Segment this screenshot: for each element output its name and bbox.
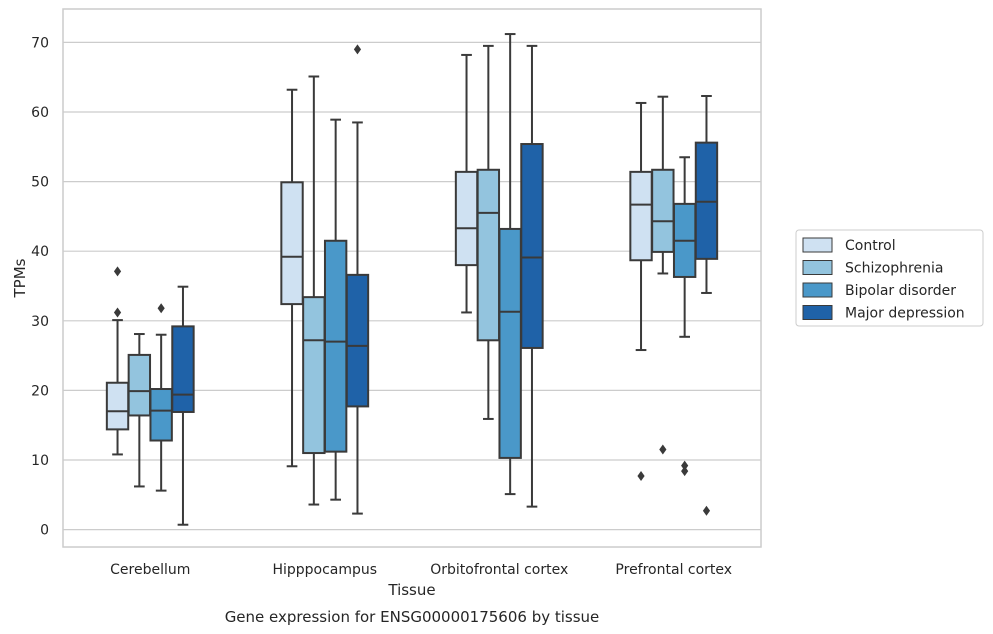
- box-iqr: [302, 296, 326, 455]
- box-2-0: [149, 303, 173, 492]
- box-iqr: [171, 325, 195, 413]
- outlier-point: [659, 444, 667, 455]
- box-2-2: [498, 33, 522, 496]
- box-3-0: [171, 285, 195, 526]
- box-3-2: [520, 44, 544, 508]
- y-tick-label: 70: [31, 35, 49, 51]
- legend-label: Bipolar disorder: [845, 283, 956, 299]
- box-1-2: [476, 44, 501, 420]
- box-0-1: [280, 88, 304, 468]
- box-0-2: [454, 53, 479, 314]
- outlier-point: [681, 460, 689, 471]
- box-0-0: [105, 266, 130, 456]
- box-3-3: [694, 94, 719, 516]
- chart-caption: Gene expression for ENSG00000175606 by t…: [225, 608, 600, 626]
- box-iqr: [280, 181, 304, 306]
- outlier-point: [353, 44, 362, 55]
- box-iqr: [694, 141, 719, 260]
- box-iqr: [323, 239, 348, 453]
- box-iqr: [149, 388, 173, 442]
- legend-label: Major depression: [845, 306, 965, 322]
- box-iqr: [345, 273, 370, 408]
- legend-swatch: [802, 305, 833, 320]
- box-iqr: [629, 170, 653, 262]
- box-iqr: [105, 381, 130, 431]
- outlier-point: [702, 505, 711, 516]
- outlier-point: [681, 466, 689, 477]
- legend-swatch: [802, 282, 833, 298]
- y-tick-label: 10: [31, 453, 49, 469]
- y-tick-label: 30: [31, 314, 49, 330]
- legend-swatch: [802, 237, 833, 253]
- box-iqr: [498, 227, 522, 459]
- legend: Control Schizophrenia Bipolar disorder Majo…: [795, 229, 984, 327]
- legend-swatch: [802, 260, 833, 275]
- box-iqr: [476, 168, 501, 342]
- y-tick-label: 50: [31, 175, 49, 191]
- legend-label: Schizophrenia: [845, 261, 943, 277]
- box-3-1: [345, 44, 370, 515]
- x-tick-label: Prefrontal cortex: [615, 562, 732, 578]
- box-2-3: [672, 156, 697, 477]
- boxes: [105, 33, 719, 526]
- plot-area: [62, 8, 762, 548]
- box-iqr: [651, 168, 675, 253]
- y-tick-label: 0: [40, 523, 49, 539]
- legend-items: Control Schizophrenia Bipolar disorder Majo…: [802, 237, 965, 322]
- y-tick-labels: 0 10 20 30 40 50 60 70: [31, 35, 49, 538]
- y-axis-label: TPMs: [11, 258, 29, 298]
- box-iqr: [454, 170, 479, 267]
- x-axis-label: Tissue: [387, 581, 435, 599]
- outlier-point: [113, 266, 122, 277]
- y-tick-label: 60: [31, 105, 49, 121]
- box-iqr: [127, 353, 152, 417]
- box-iqr: [520, 143, 544, 349]
- outlier-point: [157, 303, 165, 314]
- x-tick-label: Orbitofrontal cortex: [430, 562, 568, 578]
- y-tick-label: 40: [31, 244, 49, 260]
- legend-frame: [795, 229, 984, 327]
- y-tick-label: 20: [31, 383, 49, 399]
- outlier-point: [637, 471, 645, 482]
- x-tick-label: Hipppocampus: [272, 562, 377, 578]
- box-1-0: [127, 333, 152, 488]
- outlier-point: [113, 307, 122, 318]
- x-tick-labels: Cerebellum Hipppocampus Orbitofrontal cort…: [110, 562, 732, 578]
- legend-label: Control: [845, 238, 896, 254]
- x-tick-label: Cerebellum: [110, 562, 190, 578]
